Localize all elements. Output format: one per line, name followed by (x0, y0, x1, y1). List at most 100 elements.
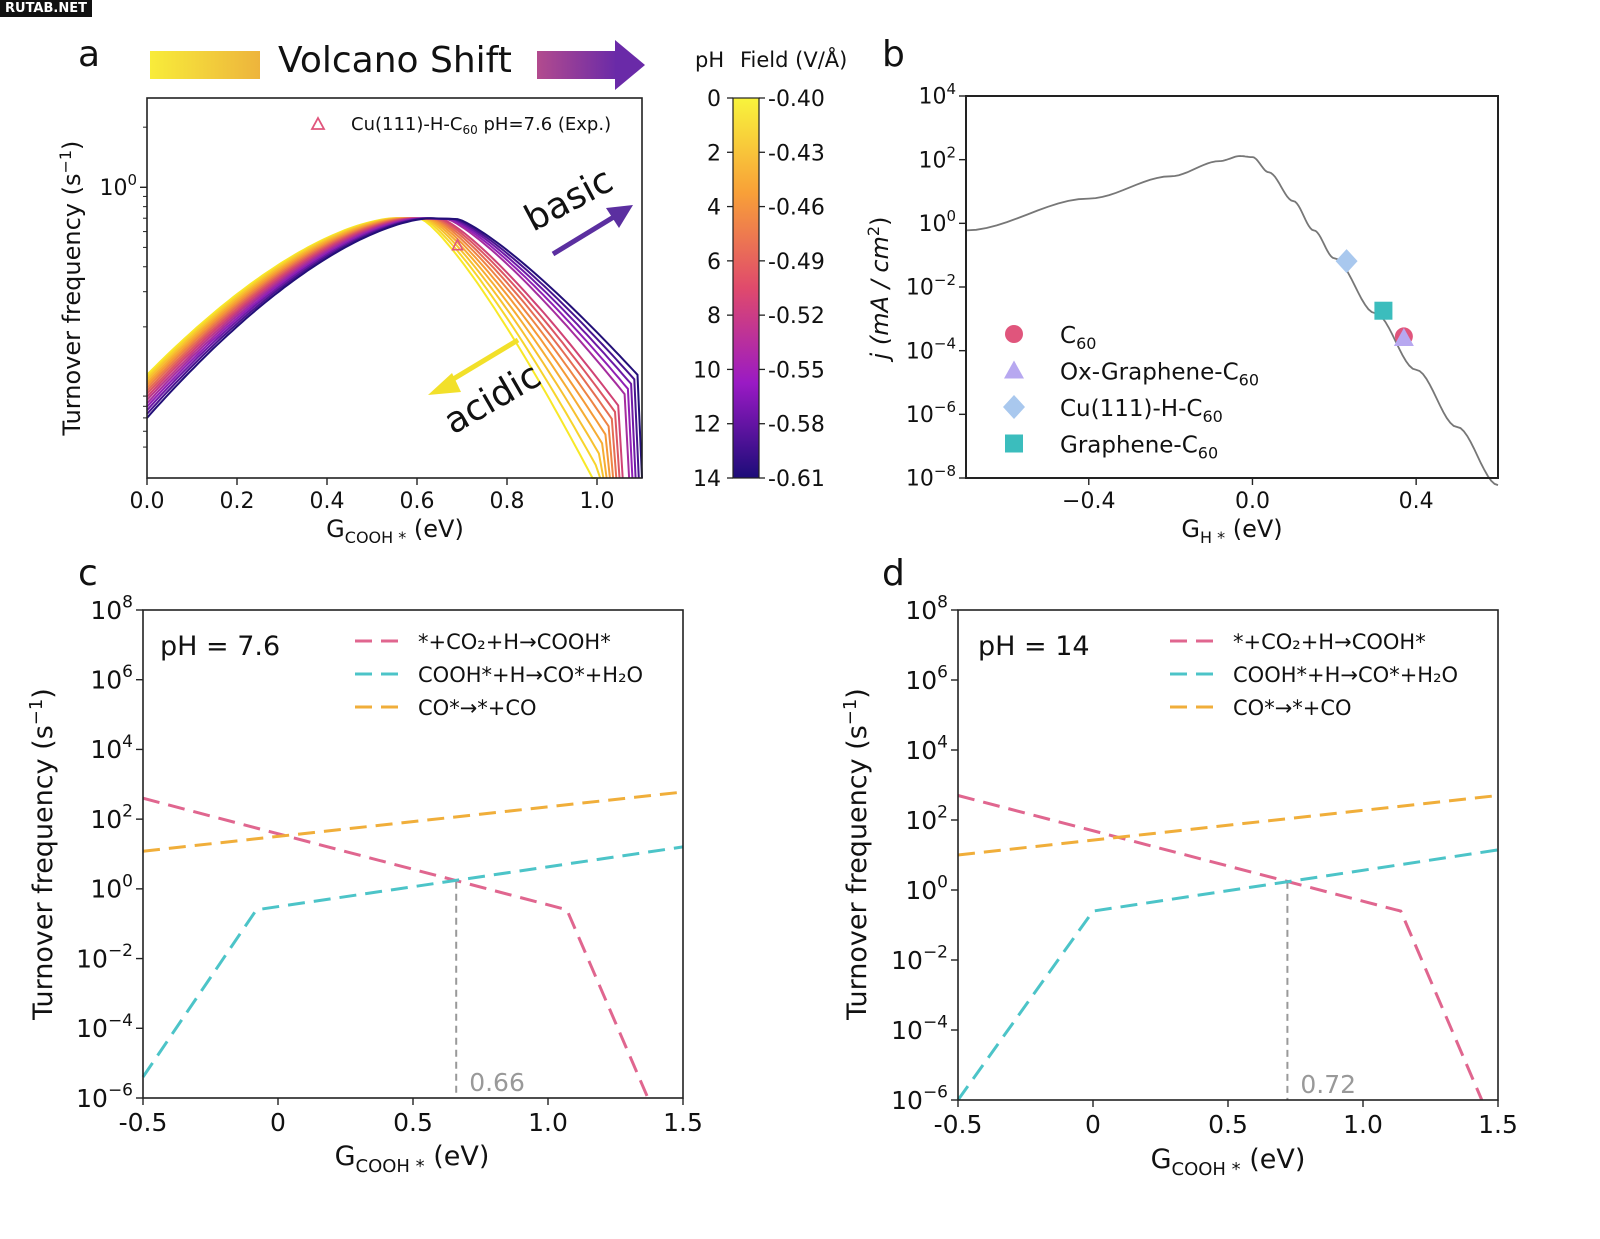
panel-b-ylabel: j (mA / cm2) (864, 217, 894, 363)
colorbar-field-label: -0.40 (768, 87, 825, 112)
panel-d-ylabel: Turnover frequency (s−1) (840, 688, 873, 1021)
panel-c-legend: *+CO₂+H→COOH* COOH*+H→CO*+H₂O CO*→*+CO (355, 630, 643, 720)
y-tick-label: 102 (918, 143, 956, 173)
y-tick-label: 100 (90, 871, 133, 903)
y-tick-label: 108 (90, 593, 133, 625)
y-tick-label: 10−2 (906, 271, 956, 301)
legend-label: COOH*+H→CO*+H₂O (1233, 663, 1458, 687)
basic-annotation: basic (518, 160, 633, 257)
volcano-curve (146, 217, 637, 479)
x-tick-label: 0.5 (1208, 1110, 1248, 1139)
panel-a-exp-marker-group (451, 237, 464, 251)
y-tick-label: 104 (918, 80, 956, 110)
x-tick-label: −0.4 (1062, 489, 1115, 514)
panel-a-marker-legend: Cu(111)-H-C60 pH=7.6 (Exp.) (310, 114, 611, 137)
x-tick-label: 0.4 (310, 489, 345, 514)
panel-d-frame (957, 609, 1499, 1101)
panel-a-marker-label: Cu(111)-H-C60 pH=7.6 (Exp.) (351, 114, 611, 137)
y-tick-label: 10−4 (891, 1013, 948, 1045)
colorbar-field-label: -0.55 (768, 358, 825, 383)
acidic-arrow-head-icon (428, 373, 461, 395)
volcano-shift-arrow-body (537, 51, 617, 79)
colorbar-field-label: -0.46 (768, 196, 825, 221)
x-tick-label: 0.8 (490, 489, 525, 514)
acidic-label: acidic (437, 355, 548, 443)
panel-c-ticks: -0.5 0 0.5 1.0 1.5 10−6 10−4 10−2 100 102 104 106 10… (76, 593, 703, 1138)
panel-a-curve-family (146, 217, 643, 479)
x-tick-label: 0 (270, 1108, 286, 1137)
panel-b-ticks: −0.4 0.0 0.4 10−8 10−6 10−4 10−2 100 102 104 (906, 80, 1434, 514)
y-tick-label: 106 (90, 662, 133, 694)
y-tick-label: 102 (90, 802, 133, 834)
volcano-curve (146, 217, 621, 479)
colorbar-field-title: Field (V/Å) (740, 46, 847, 72)
legend-triangle-icon (1004, 360, 1024, 379)
acidic-arrow-line (443, 337, 520, 387)
panel-d-letter: d (882, 553, 905, 594)
colorbar-ph-label: 2 (707, 141, 721, 166)
colorbar-ph-label: 8 (707, 304, 721, 329)
legend-label: Graphene-C60 (1060, 433, 1218, 463)
panel-b-frame (965, 95, 1499, 479)
colorbar-field-label: -0.58 (768, 413, 825, 438)
basic-arrow-head-icon (606, 205, 633, 228)
panel-c-frame (142, 609, 684, 1099)
y-tick-label: 108 (905, 593, 948, 625)
data-point-triangle (1393, 327, 1414, 346)
y-tick-label: 104 (90, 732, 133, 764)
data-point-square (1374, 301, 1393, 320)
y-tick-label: 104 (905, 733, 948, 765)
colorbar-ph-title: pH (695, 48, 724, 72)
panel-a-ylabel: Turnover frequency (s−1) (56, 141, 86, 437)
legend-square-icon (1005, 434, 1023, 453)
colorbar (732, 97, 760, 479)
y-tick-label: 10−6 (76, 1081, 133, 1113)
watermark: RUTAB.NET (0, 0, 92, 17)
x-tick-label: 1.0 (1343, 1110, 1383, 1139)
x-tick-label: 1.5 (663, 1108, 703, 1137)
panel-c-ph-label: pH = 7.6 (160, 631, 280, 662)
colorbar-ph-label: 12 (693, 413, 721, 438)
x-tick-label: -0.5 (934, 1110, 983, 1139)
colorbar-ph-label: 6 (707, 250, 721, 275)
legend-label: CO*→*+CO (1233, 696, 1352, 720)
legend-circle-icon (1005, 325, 1023, 343)
exp-marker-triangle (451, 237, 464, 251)
colorbar-field-label: -0.52 (768, 304, 825, 329)
x-tick-label: 0 (1085, 1110, 1101, 1139)
basic-label: basic (518, 160, 620, 240)
colorbar-ticks: 0 2 4 6 8 10 12 14 -0.40 -0.43 -0.46 -0.49 -0.52 -0.5… (693, 87, 825, 492)
x-tick-label: -0.5 (119, 1108, 168, 1137)
volcano-curve (146, 217, 605, 479)
data-point-diamond (1335, 249, 1358, 274)
y-tick-label: 10−2 (76, 941, 133, 973)
y-tick-label: 10−2 (891, 943, 948, 975)
volcano-curve (146, 217, 643, 479)
y-tick-label: 100 (918, 207, 956, 237)
x-tick-label: 1.0 (528, 1108, 568, 1137)
legend-label: *+CO₂+H→COOH* (418, 630, 611, 654)
y-tick-label: 10−6 (906, 398, 956, 428)
legend-label: C60 (1060, 323, 1096, 353)
volcano-curve (146, 217, 608, 479)
x-tick-label: 1.0 (580, 489, 615, 514)
basic-arrow-line (551, 212, 619, 257)
series-line (142, 796, 650, 1099)
panel-c-letter: c (78, 553, 98, 594)
volcano-curve (146, 217, 631, 479)
colorbar-field-label: -0.43 (768, 141, 825, 166)
colorbar-field-label: -0.49 (768, 250, 825, 275)
y-tick-label: 100 (905, 873, 948, 905)
volcano-shift-arrow-head-icon (615, 40, 645, 90)
x-tick-label: 0.2 (220, 489, 255, 514)
panel-d-legend: *+CO₂+H→COOH* COOH*+H→CO*+H₂O CO*→*+CO (1170, 630, 1458, 720)
volcano-curve (146, 217, 615, 479)
crossover-label: 0.72 (1300, 1070, 1356, 1099)
panel-d-ticks: -0.5 0 0.5 1.0 1.5 10−6 10−4 10−2 100 102 104 106 10… (891, 593, 1518, 1140)
colorbar-ph-label: 4 (707, 196, 721, 221)
legend-triangle-icon (310, 116, 326, 130)
series-line (957, 794, 1499, 857)
panel-a-frame (146, 97, 643, 479)
series-line (141, 845, 684, 1078)
panel-b-points (1335, 249, 1414, 346)
